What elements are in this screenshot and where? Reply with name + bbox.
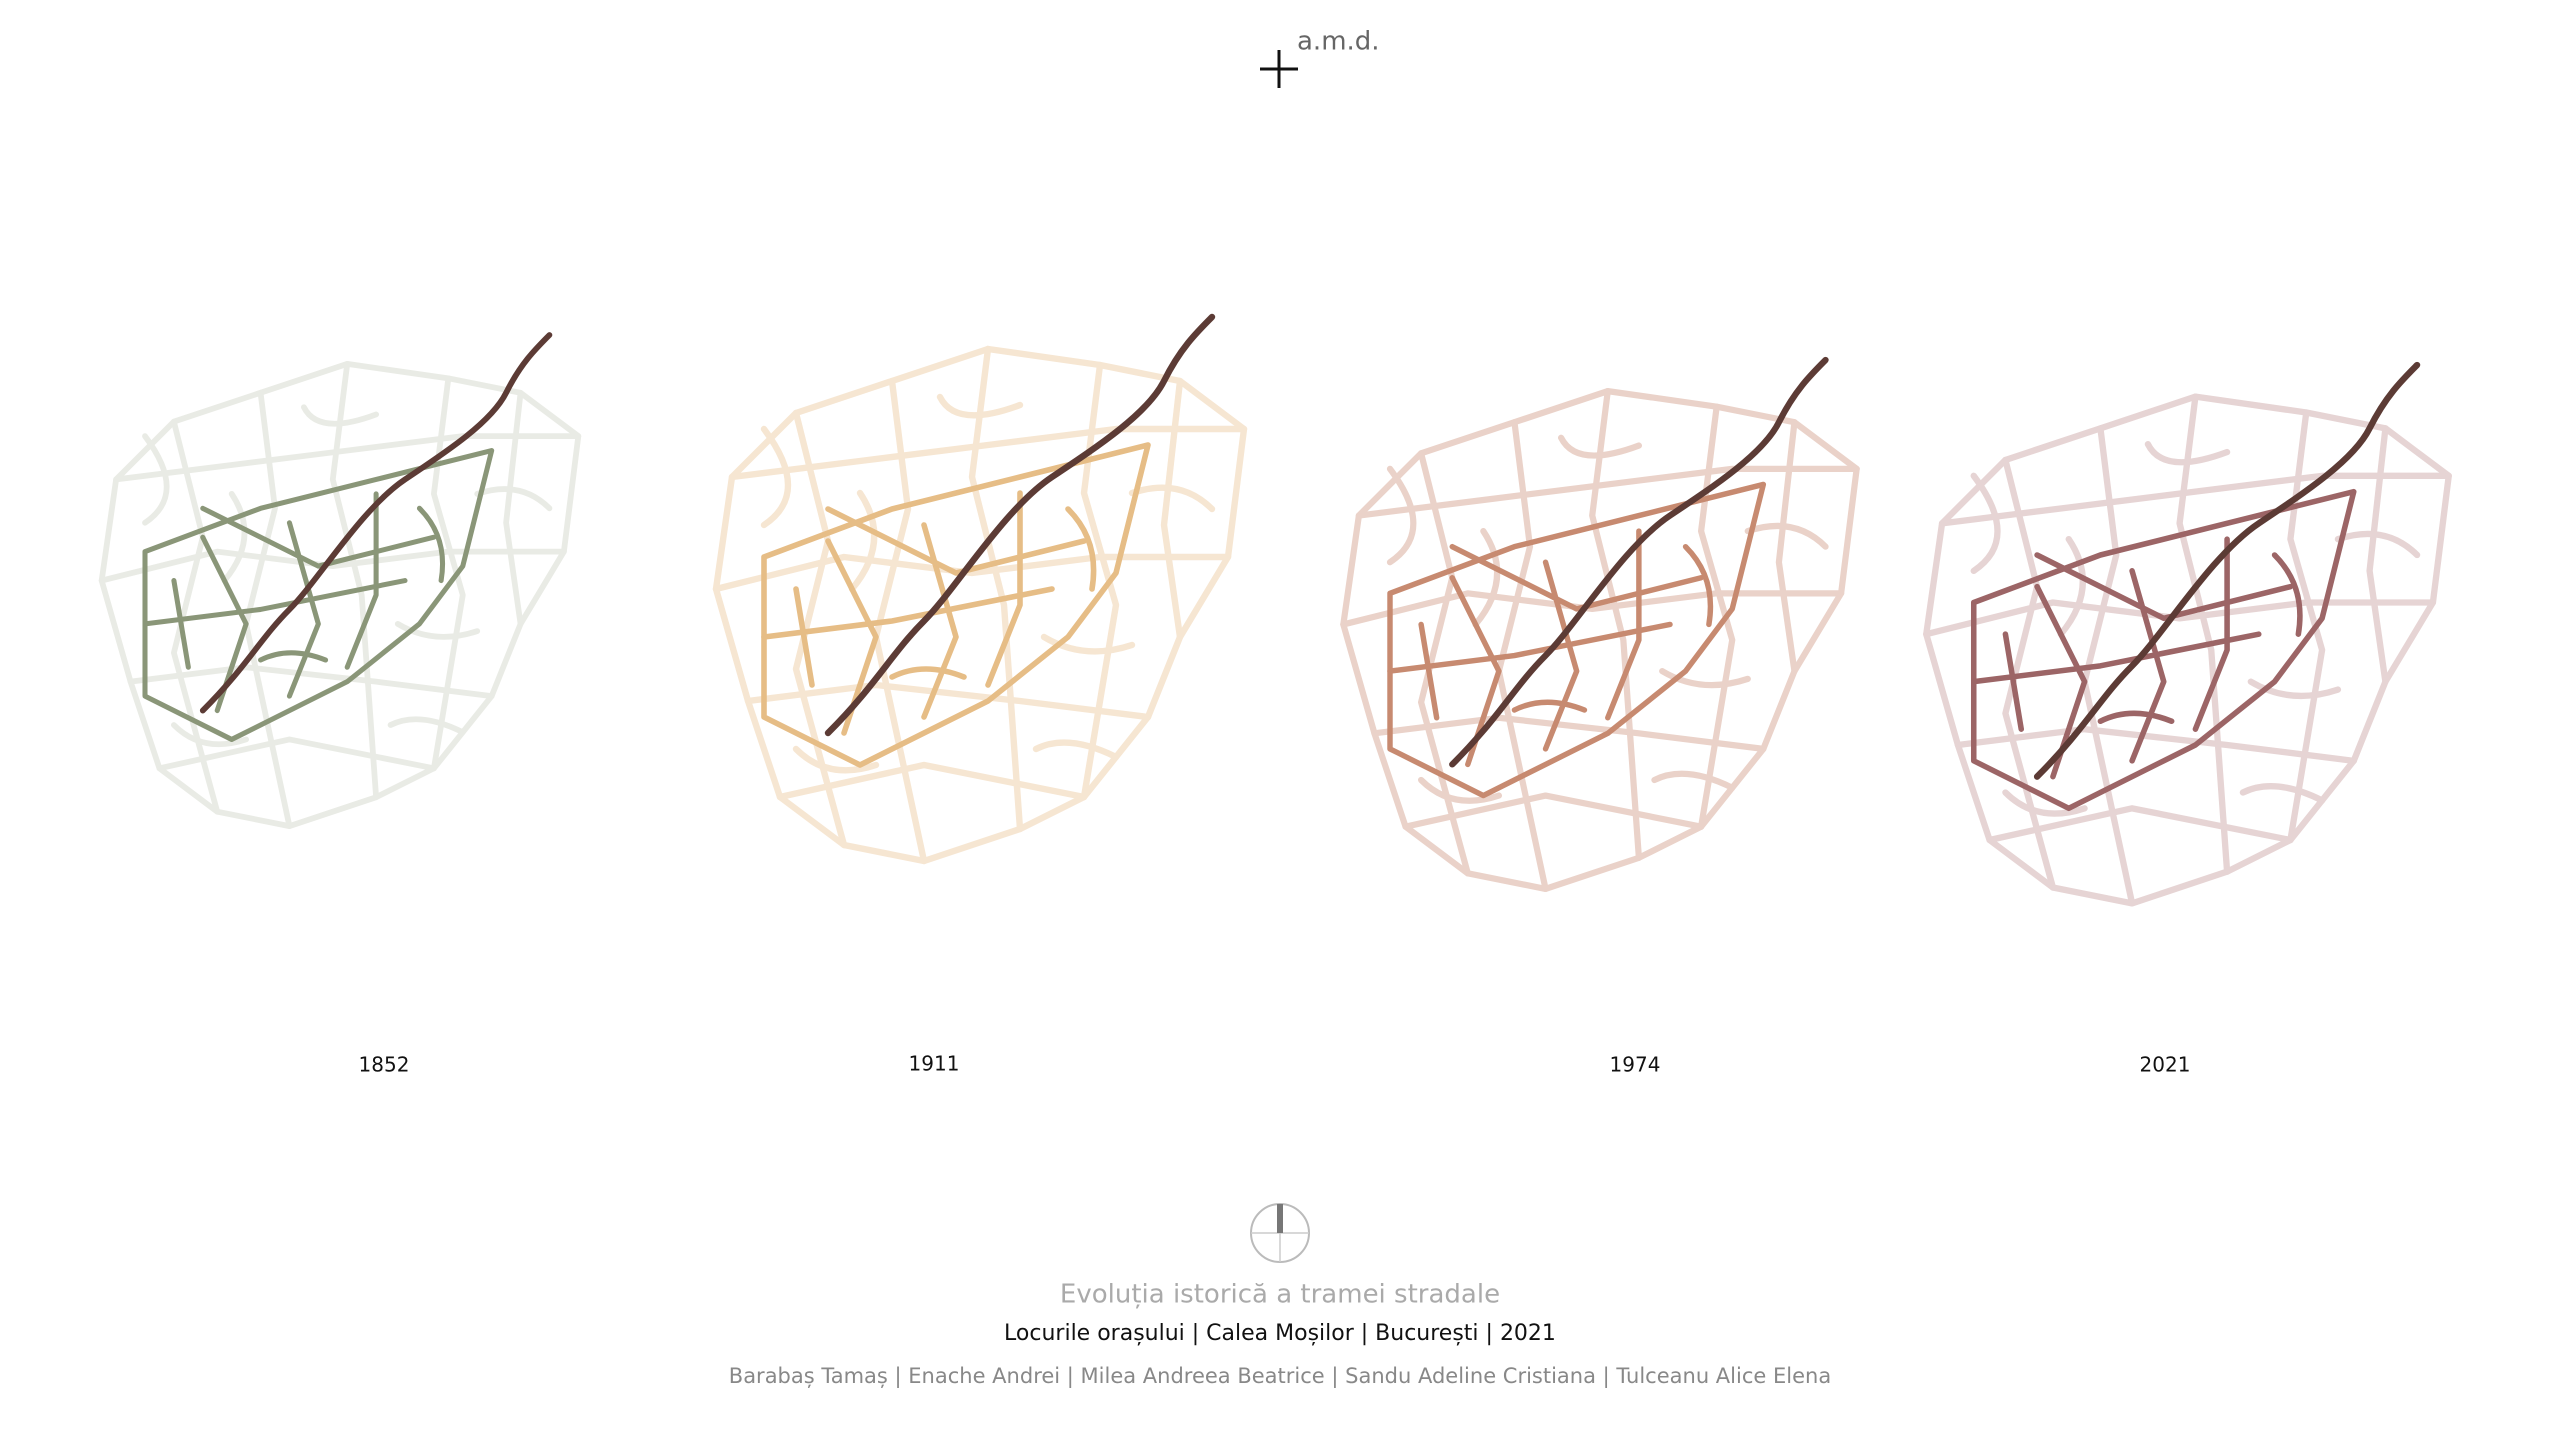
map-1974 [1343,360,1856,889]
subtitle: Locurile orașului | Calea Moșilor | Bucu… [1004,1321,1556,1346]
year-label: 2021 [2140,1053,2191,1077]
logo: a.m.d. [1297,27,1380,57]
map-2021 [1926,365,2449,903]
map-1852 [102,335,579,826]
historic-streets [145,451,492,740]
north-arrow [1250,1203,1310,1263]
year-label: 1974 [1610,1053,1661,1077]
year-label: 1852 [359,1053,410,1077]
historic-streets [764,445,1148,765]
historic-streets [1390,484,1763,795]
historic-streets [1974,492,2354,809]
title: Evoluția istorică a tramei stradale [1060,1280,1500,1310]
year-label: 1911 [909,1052,960,1076]
authors: Barabaș Tamaș | Enache Andrei | Milea An… [729,1364,1831,1389]
map-1911 [716,317,1244,861]
